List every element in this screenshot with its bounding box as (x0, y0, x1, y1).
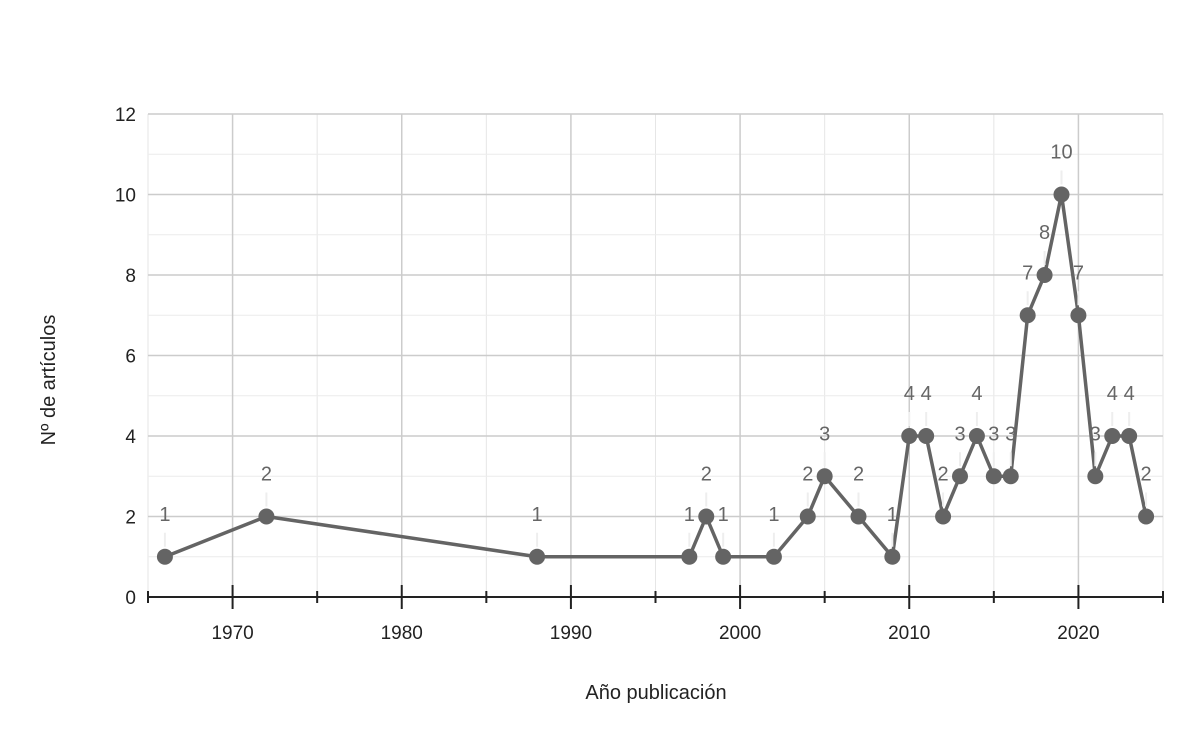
y-tick-label: 6 (125, 347, 136, 368)
data-label: 1 (887, 504, 898, 526)
y-axis: 0 2 4 6 8 10 12 (115, 105, 137, 609)
data-point (1138, 508, 1155, 525)
y-tick-label: 4 (125, 427, 136, 448)
data-point (156, 548, 173, 565)
y-tick-label: 10 (115, 186, 136, 207)
x-tick-label: 2000 (719, 623, 761, 644)
data-point (816, 468, 833, 485)
data-label: 2 (1141, 464, 1152, 486)
x-tick-label: 2020 (1057, 623, 1099, 644)
data-label: 4 (904, 383, 915, 405)
data-point (1036, 267, 1053, 283)
data-label: 1 (532, 504, 543, 526)
data-label: 3 (819, 423, 830, 445)
data-point (799, 508, 816, 525)
y-tick-label: 12 (115, 105, 136, 126)
data-label: 3 (954, 423, 965, 445)
data-point (935, 508, 952, 525)
data-point (1104, 428, 1121, 444)
data-label: 1 (684, 504, 695, 526)
data-point (698, 508, 715, 525)
data-points (156, 186, 1155, 565)
x-tick-label: 1970 (211, 623, 253, 644)
data-label: 8 (1039, 222, 1050, 244)
major-gridlines (148, 113, 1163, 597)
data-label: 4 (921, 383, 932, 405)
data-label: 1 (159, 504, 170, 526)
x-tick-label: 2010 (888, 623, 930, 644)
data-point (529, 548, 546, 565)
data-label: 4 (1124, 383, 1135, 405)
data-point (258, 508, 275, 525)
data-point (901, 428, 918, 444)
data-point (1002, 468, 1019, 485)
data-label: 1 (768, 504, 779, 526)
x-axis-title: Año publicación (585, 682, 726, 704)
data-label: 3 (988, 423, 999, 445)
data-label: 10 (1050, 142, 1072, 164)
data-label: 2 (701, 464, 712, 486)
data-point (1070, 307, 1087, 324)
y-axis-title: Nº de artículos (38, 315, 60, 446)
data-point (884, 548, 901, 565)
data-label: 2 (261, 464, 272, 486)
data-point (715, 548, 732, 565)
y-tick-label: 8 (125, 266, 136, 287)
data-point (968, 428, 985, 444)
data-label: 2 (802, 464, 813, 486)
data-point (1053, 186, 1070, 203)
data-label: 3 (1005, 423, 1016, 445)
data-point (681, 548, 698, 565)
data-point (1019, 307, 1036, 324)
data-point (765, 548, 782, 565)
data-point (918, 428, 935, 444)
data-point (985, 468, 1002, 485)
data-label: 4 (1107, 383, 1118, 405)
data-point (1087, 468, 1104, 485)
y-tick-label: 2 (125, 508, 136, 529)
data-label: 1 (718, 504, 729, 526)
x-axis: 1970 1980 1990 2000 2010 2020 (147, 585, 1164, 644)
data-label: 2 (853, 464, 864, 486)
data-label: 4 (971, 383, 982, 405)
data-label: 7 (1022, 262, 1033, 284)
x-tick-label: 1980 (381, 623, 423, 644)
data-label: 3 (1090, 423, 1101, 445)
x-tick-label: 1990 (550, 623, 592, 644)
data-point (1121, 428, 1138, 444)
data-label: 2 (938, 464, 949, 486)
data-point (952, 468, 968, 485)
data-label: 7 (1073, 262, 1084, 284)
data-point (850, 508, 867, 525)
y-tick-label: 0 (125, 588, 136, 609)
